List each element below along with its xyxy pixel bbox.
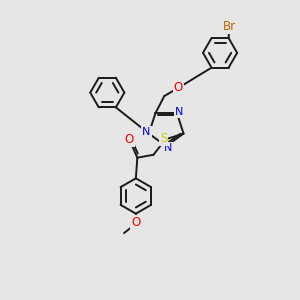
Text: O: O — [124, 133, 134, 146]
Text: O: O — [131, 216, 140, 229]
Text: Br: Br — [223, 20, 236, 33]
Text: N: N — [142, 127, 151, 137]
Text: O: O — [174, 81, 183, 94]
Text: N: N — [175, 107, 184, 117]
Text: S: S — [160, 132, 167, 145]
Text: N: N — [164, 143, 172, 153]
